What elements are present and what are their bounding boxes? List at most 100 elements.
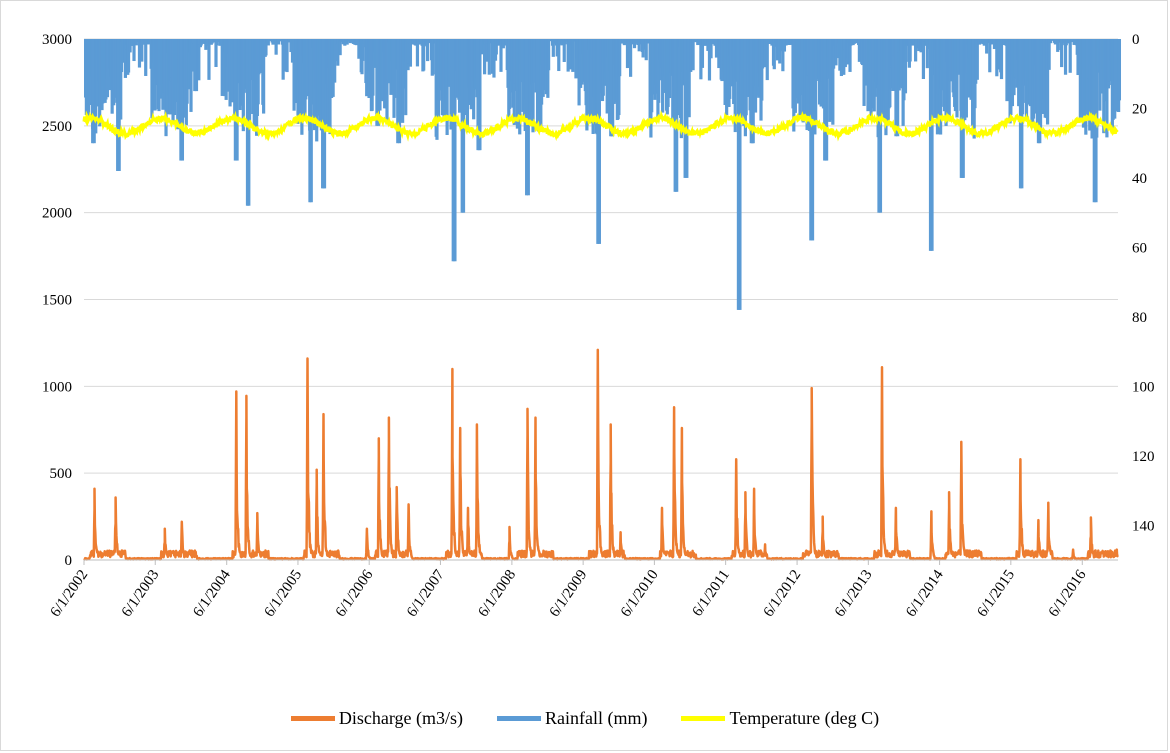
rainfall-peak (1018, 39, 1022, 189)
rainfall-peak (749, 39, 753, 144)
rainfall-bar (333, 39, 338, 62)
rainfall-bar (487, 39, 491, 75)
axes (83, 559, 1118, 565)
rainfall-bar (831, 39, 835, 125)
rainfall-bar (978, 39, 982, 45)
rainfall-bar (478, 39, 482, 151)
rainfall-bar (810, 39, 815, 241)
rainfall-peak (673, 39, 677, 192)
right-tick-label: 20 (1132, 101, 1147, 117)
rainfall-bar (532, 39, 536, 83)
rainfall-bar (547, 39, 551, 71)
rainfall-bar (189, 39, 193, 112)
rainfall-bar (389, 39, 393, 95)
rainfall-bar (846, 39, 850, 59)
temperature-line (82, 109, 1119, 142)
rainfall-bar (738, 39, 742, 310)
rainfall-peak (877, 39, 881, 213)
temperature-series (82, 109, 1119, 142)
left-tick-label: 2000 (42, 206, 72, 222)
rainfall-bar (597, 39, 601, 244)
rainfall-peak (736, 39, 740, 310)
rainfall-bar (675, 39, 679, 192)
rainfall-bar (763, 39, 767, 68)
rainfall-peak (476, 39, 480, 151)
rainfall-bar (657, 39, 661, 103)
x-tick-label: 6/1/2003 (119, 567, 163, 620)
rainfall-bar (707, 39, 712, 81)
rainfall-bar (345, 39, 349, 45)
rainfall-bar (1063, 39, 1068, 75)
rainfall-bar (625, 39, 630, 69)
discharge-line (83, 348, 1119, 561)
rainfall-bar (144, 39, 148, 76)
rainfall-bar (140, 39, 144, 62)
rainfall-bar (126, 39, 131, 73)
rainfall-bar (557, 39, 562, 45)
discharge-series (83, 348, 1119, 561)
legend-label-temperature: Temperature (deg C) (729, 707, 880, 728)
legend-item-discharge: Discharge (m3/s) (290, 708, 463, 729)
x-tick-label: 6/1/2004 (190, 567, 234, 620)
rainfall-bar (190, 39, 195, 72)
rainfall-bar (518, 39, 522, 135)
rainfall-bar (772, 39, 776, 70)
rainfall-peak (375, 39, 379, 126)
rainfall-bar (215, 39, 219, 46)
rainfall-peak (451, 39, 455, 262)
left-tick-label: 500 (50, 466, 73, 482)
rainfall-peak (1036, 39, 1040, 144)
rainfall-bar (999, 39, 1004, 80)
rainfall-bar (404, 39, 408, 116)
right-tick-label: 60 (1132, 240, 1147, 256)
rainfall-bar (132, 39, 136, 62)
left-tick-label: 1500 (42, 293, 72, 309)
rainfall-bar (568, 39, 573, 70)
left-tick-label: 0 (65, 553, 73, 569)
rainfall-peak (233, 39, 237, 161)
legend: Discharge (m3/s) Rainfall (mm) Temperatu… (0, 703, 1170, 733)
rainfall-bar (1056, 39, 1061, 43)
rainfall-bar (575, 39, 579, 59)
rainfall-peak (823, 39, 827, 161)
rainfall-bar (644, 39, 648, 61)
rainfall-bar (637, 39, 641, 52)
rainfall-bar (274, 39, 278, 55)
rainfall-bar (214, 39, 218, 67)
rainfall-bar (685, 39, 689, 178)
rainfall-bar (571, 39, 575, 72)
rainfall-peak (179, 39, 183, 161)
rainfall-bar (1117, 39, 1122, 101)
rainfall-bar (121, 39, 125, 63)
x-axis-ticks: 6/1/2002 6/1/2003 6/1/2004 6/1/2005 6/1/2006… (48, 567, 1090, 620)
x-tick-label: 6/1/2005 (262, 567, 306, 620)
rainfall-bar (262, 39, 266, 114)
rainfall-bar (1095, 39, 1099, 138)
rainfall-bar (494, 39, 498, 55)
rainfall-bar (264, 39, 268, 56)
rainfall-bar (336, 39, 340, 66)
x-tick-label: 6/1/2006 (333, 567, 377, 620)
rainfall-bar (301, 39, 305, 106)
rainfall-bar (919, 39, 923, 53)
rainfall-series (84, 39, 1122, 310)
x-tick-label: 6/1/2014 (903, 567, 947, 620)
rainfall-bar (857, 39, 861, 62)
x-tick-label: 6/1/2013 (832, 567, 876, 620)
x-tick-label: 6/1/2011 (690, 567, 733, 619)
rainfall-bar (848, 39, 852, 72)
x-tick-label: 6/1/2012 (761, 567, 805, 620)
rainfall-bar (866, 39, 870, 112)
rainfall-bar (781, 39, 785, 72)
rainfall-bar (207, 39, 211, 80)
rainfall-peak (809, 39, 813, 241)
rainfall-bar (499, 39, 503, 72)
rainfall-peak (928, 39, 932, 251)
rainfall-bar (496, 39, 500, 46)
rainfall-bar (760, 39, 764, 101)
rainfall-bar (709, 39, 713, 59)
rainfall-bar (266, 39, 270, 46)
rainfall-bar (371, 39, 375, 96)
rainfall-bar (361, 39, 365, 61)
